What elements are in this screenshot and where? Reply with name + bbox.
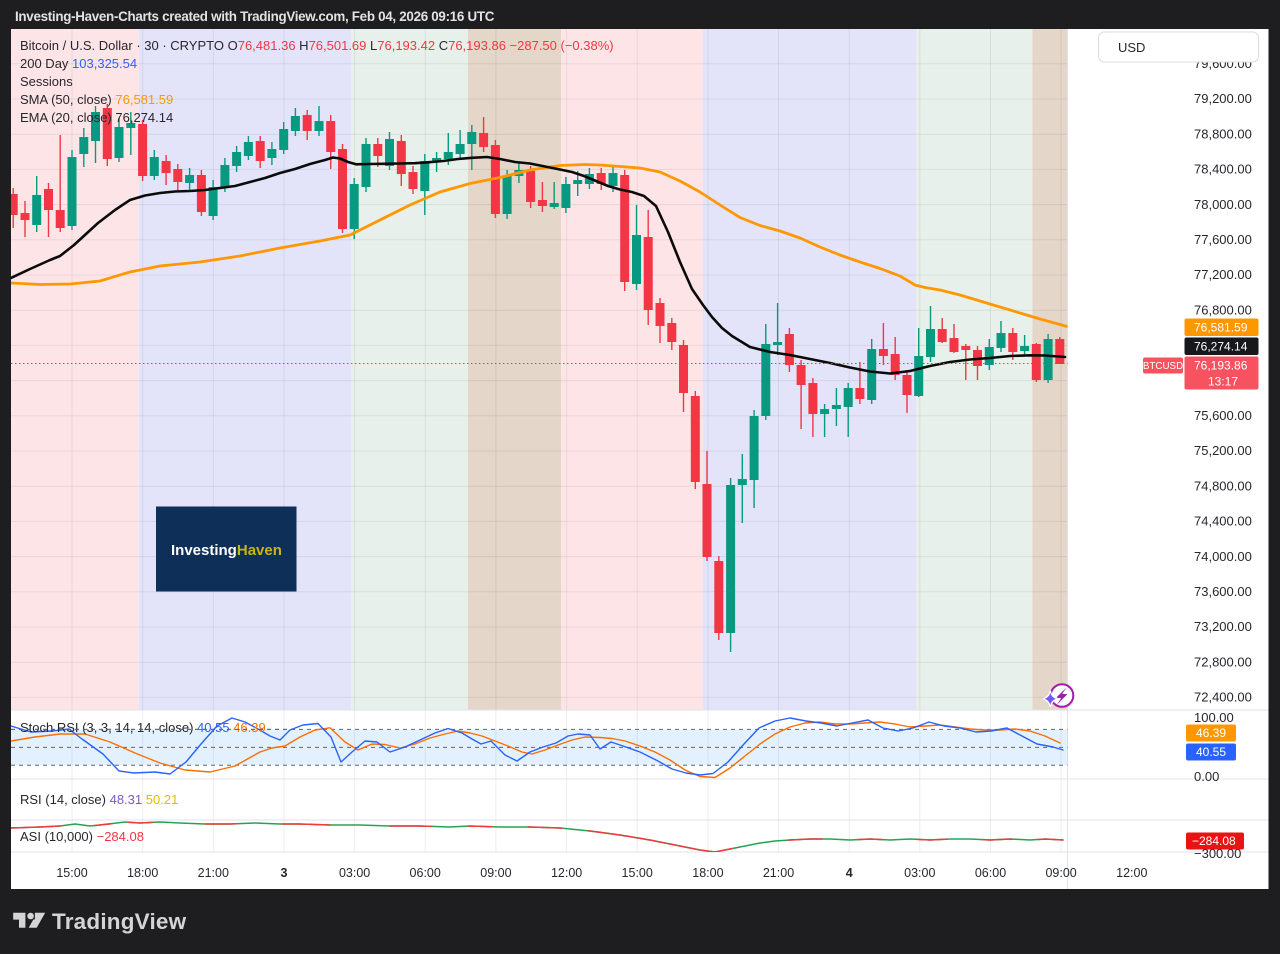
svg-text:75,200.00: 75,200.00 [1194,443,1252,458]
svg-text:03:00: 03:00 [339,866,370,880]
svg-text:3: 3 [281,866,288,880]
svg-text:15:00: 15:00 [622,866,653,880]
svg-text:0.00: 0.00 [1194,769,1219,784]
svg-text:40.55: 40.55 [1196,745,1226,759]
svg-text:TradingView: TradingView [52,909,187,934]
svg-text:100.00: 100.00 [1194,710,1234,725]
svg-text:72,400.00: 72,400.00 [1194,690,1252,705]
svg-text:78,400.00: 78,400.00 [1194,162,1252,177]
svg-text:77,200.00: 77,200.00 [1194,267,1252,282]
svg-text:76,274.14: 76,274.14 [1194,339,1248,353]
svg-text:76,800.00: 76,800.00 [1194,302,1252,317]
svg-text:74,400.00: 74,400.00 [1194,514,1252,529]
svg-text:21:00: 21:00 [198,866,229,880]
svg-text:SMA (50, close) 76,581.59: SMA (50, close) 76,581.59 [20,92,173,107]
svg-text:73,200.00: 73,200.00 [1194,619,1252,634]
svg-text:12:00: 12:00 [551,866,582,880]
svg-text:Investing-Haven-Charts created: Investing-Haven-Charts created with Trad… [15,9,495,24]
svg-text:13:17: 13:17 [1208,375,1238,389]
svg-text:09:00: 09:00 [480,866,511,880]
svg-text:18:00: 18:00 [692,866,723,880]
svg-text:ASI (10,000) −284.08: ASI (10,000) −284.08 [20,829,144,844]
svg-text:46.39: 46.39 [1196,726,1226,740]
svg-text:RSI (14, close) 48.31 50.21: RSI (14, close) 48.31 50.21 [20,792,178,807]
svg-text:74,800.00: 74,800.00 [1194,478,1252,493]
svg-text:15:00: 15:00 [56,866,87,880]
svg-text:72,800.00: 72,800.00 [1194,654,1252,669]
svg-text:73,600.00: 73,600.00 [1194,584,1252,599]
svg-text:03:00: 03:00 [904,866,935,880]
svg-text:77,600.00: 77,600.00 [1194,232,1252,247]
svg-text:InvestingHaven: InvestingHaven [171,542,282,559]
svg-text:09:00: 09:00 [1045,866,1076,880]
svg-text:−300.00: −300.00 [1194,846,1241,861]
svg-text:BTCUSD: BTCUSD [1143,361,1183,372]
svg-text:12:00: 12:00 [1116,866,1147,880]
svg-text:Stoch RSI (3, 3, 14, 14, close: Stoch RSI (3, 3, 14, 14, close) 40.55 46… [20,720,266,735]
svg-text:18:00: 18:00 [127,866,158,880]
svg-text:06:00: 06:00 [410,866,441,880]
svg-text:21:00: 21:00 [763,866,794,880]
svg-text:76,193.86: 76,193.86 [1194,359,1248,373]
svg-text:06:00: 06:00 [975,866,1006,880]
svg-text:78,800.00: 78,800.00 [1194,126,1252,141]
svg-text:76,581.59: 76,581.59 [1194,320,1248,334]
svg-text:Sessions: Sessions [20,74,73,89]
svg-text:−284.08: −284.08 [1192,834,1236,848]
svg-text:79,200.00: 79,200.00 [1194,91,1252,106]
svg-text:78,000.00: 78,000.00 [1194,197,1252,212]
svg-text:Bitcoin / U.S. Dollar · 30 · C: Bitcoin / U.S. Dollar · 30 · CRYPTO O76,… [20,38,614,53]
svg-text:74,000.00: 74,000.00 [1194,549,1252,564]
svg-text:200 Day 103,325.54: 200 Day 103,325.54 [20,56,137,71]
svg-text:USD: USD [1118,40,1145,55]
svg-text:75,600.00: 75,600.00 [1194,408,1252,423]
svg-text:4: 4 [846,866,853,880]
svg-text:EMA (20, close) 76,274.14: EMA (20, close) 76,274.14 [20,110,173,125]
